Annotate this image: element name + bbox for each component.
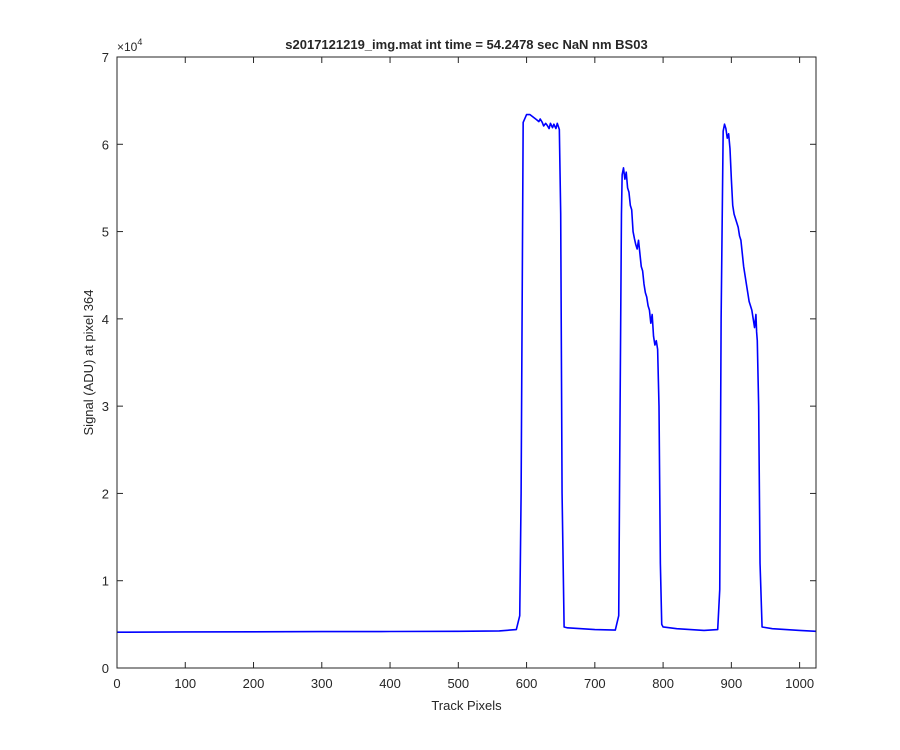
x-tick-label: 700 [584, 676, 606, 691]
plot-frame [116, 56, 817, 669]
x-tick-label: 600 [516, 676, 538, 691]
y-axis-label: Signal (ADU) at pixel 364 [81, 290, 96, 436]
chart-title: s2017121219_img.mat int time = 54.2478 s… [285, 37, 647, 52]
y-tick-label: 3 [102, 399, 109, 414]
x-tick-label: 1000 [785, 676, 814, 691]
y-axis-exponent-base: ×10 [117, 40, 138, 54]
x-tick-label: 900 [721, 676, 743, 691]
x-axis-ticks: 0 100 200 300 400 500 600 700 800 900 1000 [113, 57, 814, 691]
x-tick-label: 0 [113, 676, 120, 691]
y-axis-exponent-power: 4 [137, 37, 142, 47]
x-tick-label: 200 [243, 676, 265, 691]
y-axis-ticks: 0 1 2 3 4 5 6 7 [102, 50, 816, 676]
y-tick-label: 0 [102, 661, 109, 676]
x-tick-label: 100 [174, 676, 196, 691]
x-tick-label: 300 [311, 676, 333, 691]
x-tick-label: 800 [652, 676, 674, 691]
plot-area [117, 57, 816, 668]
x-tick-label: 400 [379, 676, 401, 691]
y-tick-label: 1 [102, 574, 109, 589]
series-line [116, 113, 817, 634]
y-tick-label: 6 [102, 137, 109, 152]
y-tick-label: 7 [102, 50, 109, 65]
y-tick-label: 4 [102, 312, 109, 327]
x-axis-label: Track Pixels [431, 698, 502, 713]
y-axis-exponent: ×104 [117, 37, 142, 54]
y-tick-label: 5 [102, 225, 109, 240]
x-tick-label: 500 [447, 676, 469, 691]
y-tick-label: 2 [102, 486, 109, 501]
